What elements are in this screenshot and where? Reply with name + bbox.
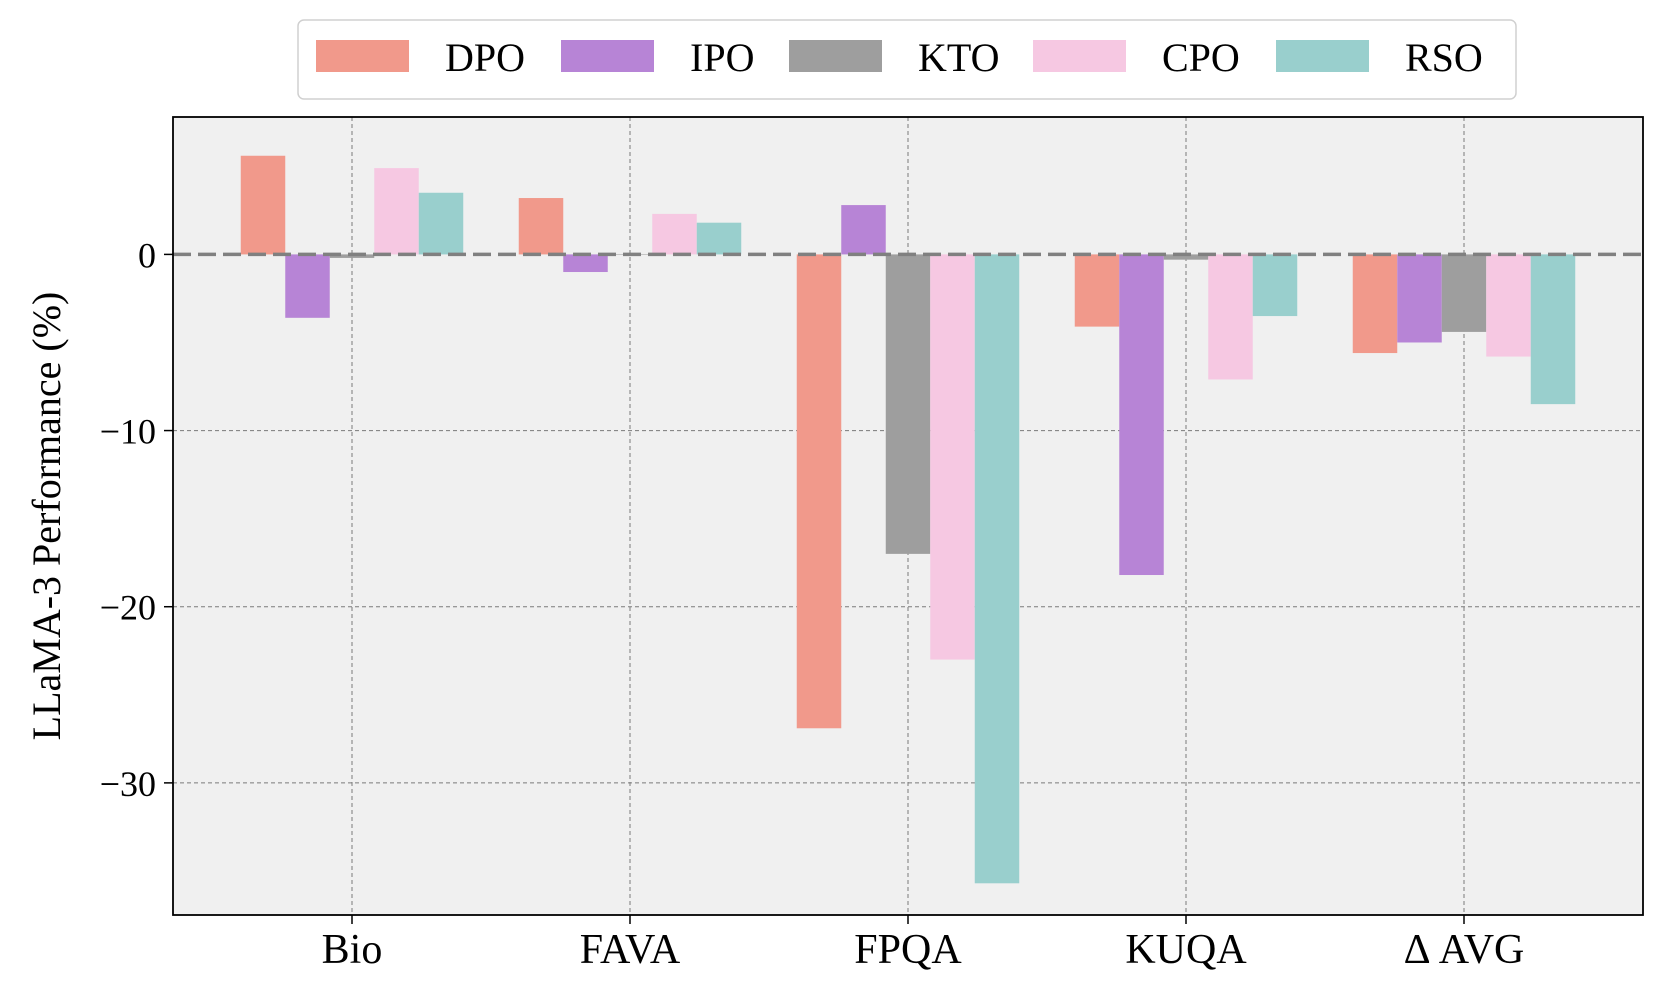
legend-frame [297, 19, 1517, 100]
legend: DPO IPO KTO CPO RSO [297, 19, 1517, 100]
bar-kto-3 [1163, 254, 1209, 260]
bar-dpo-3 [1074, 254, 1120, 327]
bar-rso-4 [1530, 254, 1576, 405]
bar-kto-0 [329, 254, 375, 258]
bar-kto-2 [885, 254, 931, 554]
x-tick-label: Δ AVG [1404, 927, 1525, 973]
x-tick-label: KUQA [1125, 927, 1247, 973]
bar-rso-3 [1252, 254, 1298, 317]
legend-swatch-kto [789, 40, 882, 72]
bar-cpo-2 [930, 254, 975, 660]
x-axis: Bio FAVA FPQA KUQA Δ AVG [322, 915, 1525, 973]
x-tick-label: FAVA [580, 927, 681, 973]
legend-label-ipo: IPO [690, 35, 754, 80]
legend-swatch-ipo [561, 40, 654, 72]
x-tick-label: Bio [322, 927, 383, 973]
legend-label-rso: RSO [1405, 35, 1483, 80]
y-axis: 0 −10 −20 −30 [100, 235, 173, 804]
bar-ipo-1 [563, 254, 608, 273]
bars [240, 155, 1576, 884]
x-tick-label: FPQA [854, 927, 962, 973]
legend-label-kto: KTO [918, 35, 999, 80]
bar-ipo-0 [285, 254, 330, 318]
bar-ipo-2 [841, 205, 886, 255]
grid-lines [173, 117, 1643, 915]
y-tick-label: 0 [138, 235, 156, 275]
bar-rso-1 [696, 222, 742, 255]
bar-kto-4 [1441, 254, 1487, 332]
y-axis-label: LLaMA-3 Performance (%) [24, 292, 69, 741]
y-tick-label: −20 [100, 588, 156, 628]
bar-ipo-3 [1119, 254, 1164, 576]
bar-ipo-4 [1397, 254, 1442, 343]
bar-cpo-0 [374, 168, 419, 255]
bar-dpo-0 [240, 155, 286, 255]
legend-label-dpo: DPO [445, 35, 525, 80]
bar-cpo-4 [1486, 254, 1531, 357]
legend-swatch-dpo [316, 40, 409, 72]
bar-dpo-1 [518, 198, 564, 255]
bar-cpo-3 [1208, 254, 1253, 380]
legend-swatch-rso [1276, 40, 1369, 72]
bar-rso-0 [418, 192, 464, 255]
bar-dpo-2 [796, 254, 842, 729]
legend-label-cpo: CPO [1162, 35, 1240, 80]
y-tick-label: −30 [100, 764, 156, 804]
bar-cpo-1 [652, 213, 697, 255]
legend-swatch-cpo [1033, 40, 1126, 72]
bar-rso-2 [974, 254, 1020, 884]
bar-dpo-4 [1352, 254, 1398, 354]
y-tick-label: −10 [100, 412, 156, 452]
